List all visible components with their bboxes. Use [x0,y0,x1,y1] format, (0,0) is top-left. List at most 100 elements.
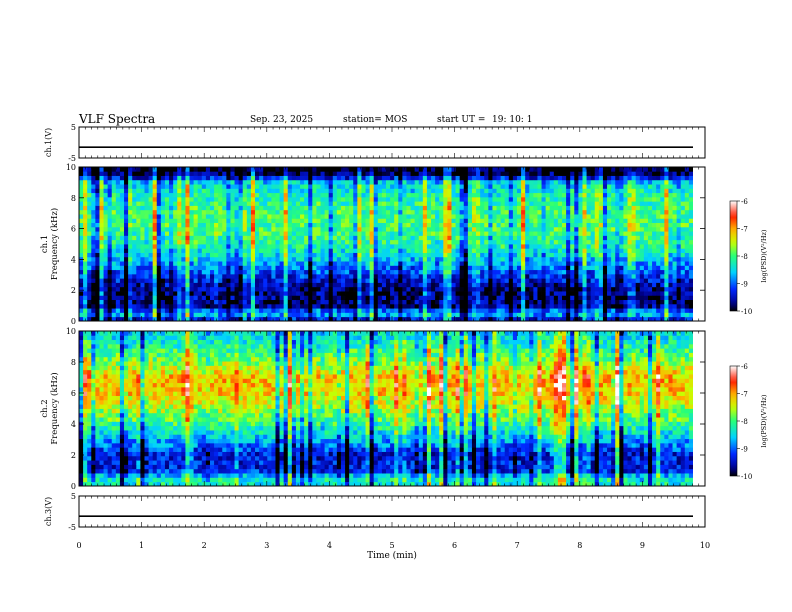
spectrogram-cell [345,308,350,313]
spectrogram-cell [320,291,325,296]
spectrogram-cell [463,265,469,271]
spectrogram-cell [377,303,383,309]
spectrogram-cell [222,184,227,189]
spectrogram-cell [406,244,411,249]
spectrogram-cell [492,303,497,309]
spectrogram-cell [300,167,305,172]
spectrogram-cell [238,244,244,249]
spectrogram-cell [250,252,256,258]
spectrogram-cell [484,205,489,211]
spectrogram-cell [594,179,600,185]
spectrogram-cell [349,265,354,271]
spectrogram-cell [124,209,129,215]
spectrogram-cell [533,256,538,262]
spectrogram-cell [201,299,207,305]
spectrogram-cell [545,209,551,215]
spectrogram-cell [209,273,215,279]
spectrogram-cell [459,282,465,288]
spectrogram-cell [197,244,203,249]
spectrogram-cell [87,278,92,283]
spectrogram-cell [443,273,448,279]
spectrogram-cell [578,214,583,219]
spectrogram-cell [132,184,137,189]
spectrogram-cell [455,222,461,228]
spectrogram-cell [136,295,141,301]
spectrogram-cell [480,231,485,236]
spectrogram-cell [140,299,145,305]
spectrogram-cell [164,175,170,181]
spectrogram-cell [140,239,145,245]
spectrogram-cell [201,269,207,275]
spectrogram-cell [373,226,379,232]
spectrogram-cell [300,209,305,215]
spectrogram-cell [119,196,125,202]
spectrogram-cell [480,299,485,305]
spectrogram-cell [496,244,502,249]
spectrogram-cell [259,265,264,271]
spectrogram-cell [398,235,403,241]
spectrogram-cell [607,231,612,236]
spectrogram-cell [160,239,166,245]
spectrogram-cell [349,295,354,301]
spectrogram-cell [476,226,481,232]
spectrogram-cell [557,282,563,288]
spectrogram-cell [185,201,190,206]
spectrogram-cell [398,192,403,198]
spectrogram-cell [304,308,309,313]
spectrogram-cell [557,218,563,224]
spectrogram-cell [365,171,371,176]
spectrogram-cell [340,175,346,181]
spectrogram-cell [394,252,399,258]
spectrogram-cell [484,214,489,219]
spectrogram-cell [602,205,608,211]
spectrogram-cell [99,299,104,305]
spectrogram-cell [83,179,88,185]
spectrogram-cell [431,291,436,296]
spectrogram-cell [340,286,346,292]
spectrogram-cell [279,286,285,292]
spectrogram-cell [242,282,248,288]
spectrogram-cell [471,295,477,301]
spectrogram-cell [87,179,92,185]
spectrogram-cell [250,303,256,309]
spectrogram-cell [271,256,276,262]
spectrogram-cell [373,209,379,215]
spectrogram-cell [246,291,252,296]
spectrogram-cell [398,226,403,232]
spectrogram-cell [255,278,260,283]
spectrogram-cell [271,248,276,253]
spectrogram-cell [279,303,285,309]
spectrogram-cell [516,312,522,318]
spectrogram-cell [365,282,371,288]
spectrogram-cell [504,282,510,288]
spectrogram-cell [574,201,579,206]
spectrogram-cell [607,226,612,232]
spectrogram-cell [459,179,465,185]
spectrogram-cell [525,303,530,309]
spectrogram-cell [201,295,207,301]
spectrogram-cell [164,192,170,198]
spectrogram-cell [250,256,256,262]
spectrogram-cell [361,171,366,176]
spectrogram-cell [197,231,203,236]
spectrogram-cell [500,226,506,232]
spectrogram-cell [156,316,162,322]
spectrogram-cell [451,269,456,275]
spectrogram-cell [476,312,481,318]
spectrogram-cell [500,179,506,185]
spectrogram-cell [471,222,477,228]
spectrogram-cell [394,244,399,249]
spectrogram-cell [353,299,358,305]
spectrogram-cell [566,184,571,189]
spectrogram-cell [615,218,620,224]
spectrogram-cell [439,167,444,172]
spectrogram-cell [291,192,297,198]
spectrogram-cell [533,196,538,202]
spectrogram-cell [263,231,268,236]
spectrogram-cell [574,188,579,194]
spectrogram-cell [414,265,420,271]
spectrogram-cell [459,278,465,283]
spectrogram-cell [369,235,375,241]
spectrogram-cell [443,171,448,176]
spectrogram-cell [381,273,387,279]
